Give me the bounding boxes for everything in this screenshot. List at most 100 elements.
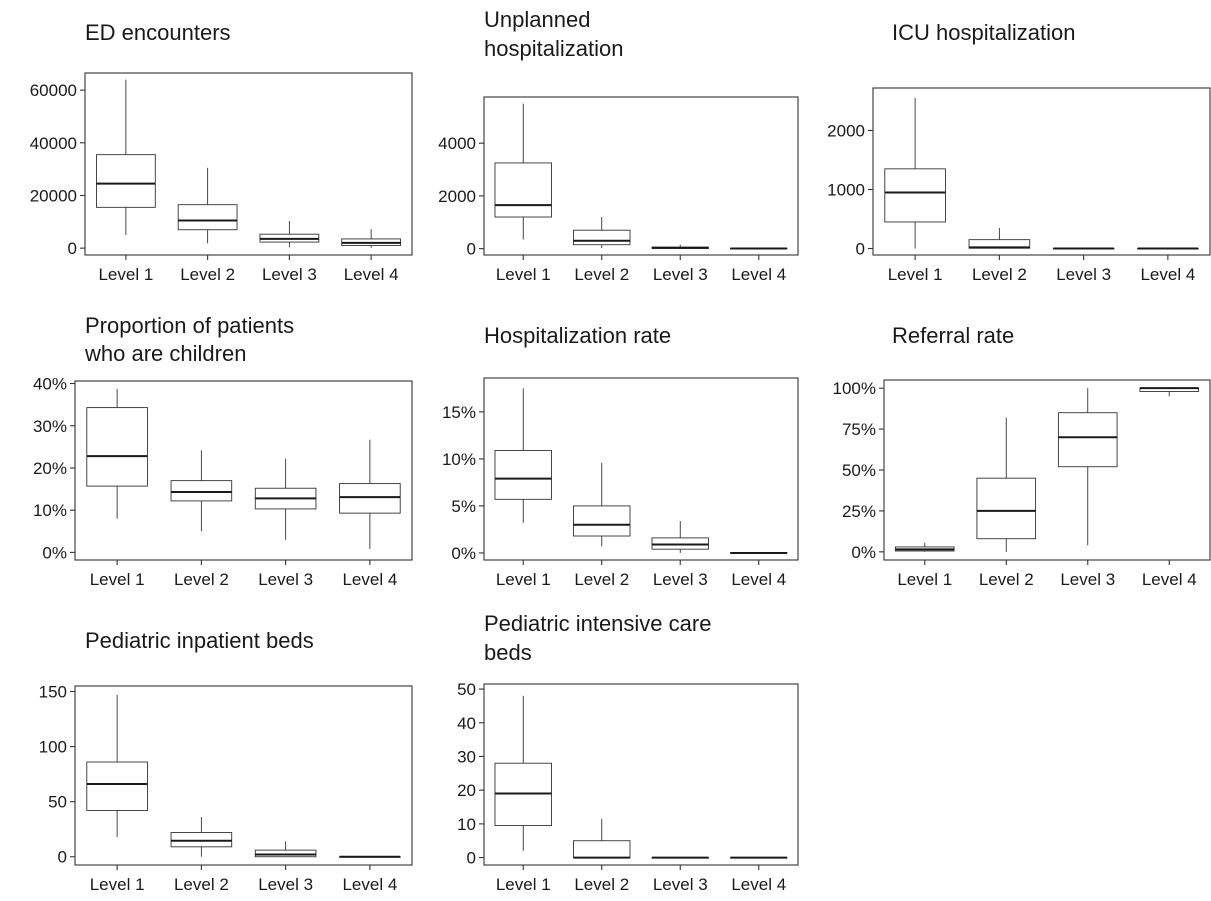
box-iqr <box>86 761 148 811</box>
boxplot-level-3 <box>651 856 709 859</box>
panel-frame <box>483 683 799 866</box>
y-tick-label: 10% <box>33 501 67 520</box>
x-tick-label: Level 2 <box>574 265 629 284</box>
y-tick-label: 15% <box>442 403 476 422</box>
y-tick-label: 30 <box>457 747 476 766</box>
x-tick-label: Level 1 <box>90 570 145 589</box>
x-tick-label: Level 3 <box>1056 265 1111 284</box>
y-tick-label: 40000 <box>30 134 77 153</box>
boxplot-level-1 <box>494 695 552 851</box>
x-tick-label: Level 2 <box>174 570 229 589</box>
y-tick-label: 10% <box>442 450 476 469</box>
y-tick-label: 0 <box>467 849 476 868</box>
box-iqr <box>170 832 233 848</box>
boxplot-level-2 <box>573 818 631 859</box>
x-tick-label: Level 1 <box>496 570 551 589</box>
box-iqr <box>494 162 552 218</box>
boxplot-level-2 <box>976 417 1037 552</box>
panel-3: ICU hospitalization 0 1000 2000 Level 1 Level… <box>827 20 1211 284</box>
box-iqr <box>573 840 631 859</box>
boxplot-level-2 <box>170 817 233 857</box>
boxplot-level-1 <box>95 79 156 235</box>
y-tick-label: 1000 <box>827 180 865 199</box>
y-tick-label: 40% <box>33 375 67 394</box>
panel-8: Pediatric intensive care beds 0 10 20 30 40 50 L… <box>457 611 799 894</box>
x-tick-label: Level 4 <box>731 570 786 589</box>
boxplot-level-2 <box>573 217 631 249</box>
x-tick-label: Level 3 <box>653 875 708 894</box>
x-tick-label: Level 4 <box>1142 570 1197 589</box>
y-tick-label: 20 <box>457 781 476 800</box>
y-tick-label: 25% <box>842 502 876 521</box>
panel-title: Unplanned <box>484 7 590 32</box>
panel-frame <box>74 685 413 866</box>
x-tick-label: Level 2 <box>574 875 629 894</box>
y-tick-label: 150 <box>39 683 67 702</box>
y-tick-label: 0 <box>68 239 77 258</box>
panel-title: Referral rate <box>892 323 1014 348</box>
panel-7: Pediatric inpatient beds 0 50 100 150 Level 1… <box>39 628 413 894</box>
boxplot-level-3 <box>651 244 709 249</box>
box-iqr <box>177 204 238 231</box>
boxplot-level-4 <box>730 247 788 250</box>
box-iqr <box>976 477 1037 540</box>
x-tick-label: Level 1 <box>90 875 145 894</box>
box-iqr <box>254 849 317 858</box>
x-tick-label: Level 2 <box>574 570 629 589</box>
panel-frame <box>883 379 1211 561</box>
y-tick-label: 100 <box>39 738 67 757</box>
panel-6: Referral rate 0% 25% 50% 75% 100% Level 1 Level… <box>833 323 1211 589</box>
box-iqr <box>95 154 156 208</box>
y-tick-label: 2000 <box>827 121 865 140</box>
panel-frame <box>84 72 413 256</box>
boxplot-level-4 <box>341 229 402 248</box>
y-tick-label: 100% <box>833 379 876 398</box>
panel-frame <box>74 380 413 561</box>
y-tick-label: 60000 <box>30 81 77 100</box>
box-iqr <box>1057 412 1118 468</box>
boxplot-level-1 <box>894 542 955 552</box>
panel-2: Unplanned hospitalization 0 2000 4000 Level 1… <box>438 7 799 284</box>
x-tick-label: Level 2 <box>972 265 1027 284</box>
panel-title: Proportion of patients <box>85 313 294 338</box>
x-tick-label: Level 1 <box>897 570 952 589</box>
x-tick-label: Level 3 <box>262 265 317 284</box>
x-tick-label: Level 1 <box>496 265 551 284</box>
x-tick-label: Level 3 <box>653 570 708 589</box>
x-tick-label: Level 3 <box>1060 570 1115 589</box>
x-tick-label: Level 1 <box>496 875 551 894</box>
box-iqr <box>494 449 552 500</box>
x-tick-label: Level 3 <box>653 265 708 284</box>
boxplot-level-1 <box>86 389 148 519</box>
x-tick-label: Level 4 <box>342 875 397 894</box>
y-tick-label: 5% <box>451 497 476 516</box>
x-tick-label: Level 3 <box>258 875 313 894</box>
boxplot-level-4 <box>1137 247 1199 250</box>
x-tick-label: Level 3 <box>258 570 313 589</box>
boxplot-level-2 <box>968 227 1031 249</box>
y-tick-label: 50% <box>842 461 876 480</box>
y-tick-label: 0 <box>58 848 67 867</box>
boxplot-level-1 <box>494 388 552 523</box>
boxplot-level-3 <box>1052 247 1115 250</box>
boxplot-level-3 <box>259 221 320 248</box>
x-tick-label: Level 2 <box>979 570 1034 589</box>
boxplot-level-1 <box>884 98 946 249</box>
boxplot-level-4 <box>339 439 401 550</box>
x-tick-label: Level 2 <box>180 265 235 284</box>
box-iqr <box>170 480 233 502</box>
panel-1: ED encounters 0 20000 40000 60000 Level 1 Leve… <box>30 20 413 284</box>
y-tick-label: 50 <box>457 680 476 699</box>
y-tick-label: 0% <box>851 543 876 562</box>
boxplot-level-3 <box>254 841 317 858</box>
y-tick-label: 20% <box>33 459 67 478</box>
boxplot-level-1 <box>494 103 552 240</box>
panel-title: beds <box>484 640 532 665</box>
y-tick-label: 40 <box>457 714 476 733</box>
box-iqr <box>884 168 946 223</box>
y-tick-label: 30% <box>33 417 67 436</box>
boxplot-level-3 <box>651 520 709 553</box>
x-tick-label: Level 1 <box>888 265 943 284</box>
boxplot-level-1 <box>86 694 148 837</box>
